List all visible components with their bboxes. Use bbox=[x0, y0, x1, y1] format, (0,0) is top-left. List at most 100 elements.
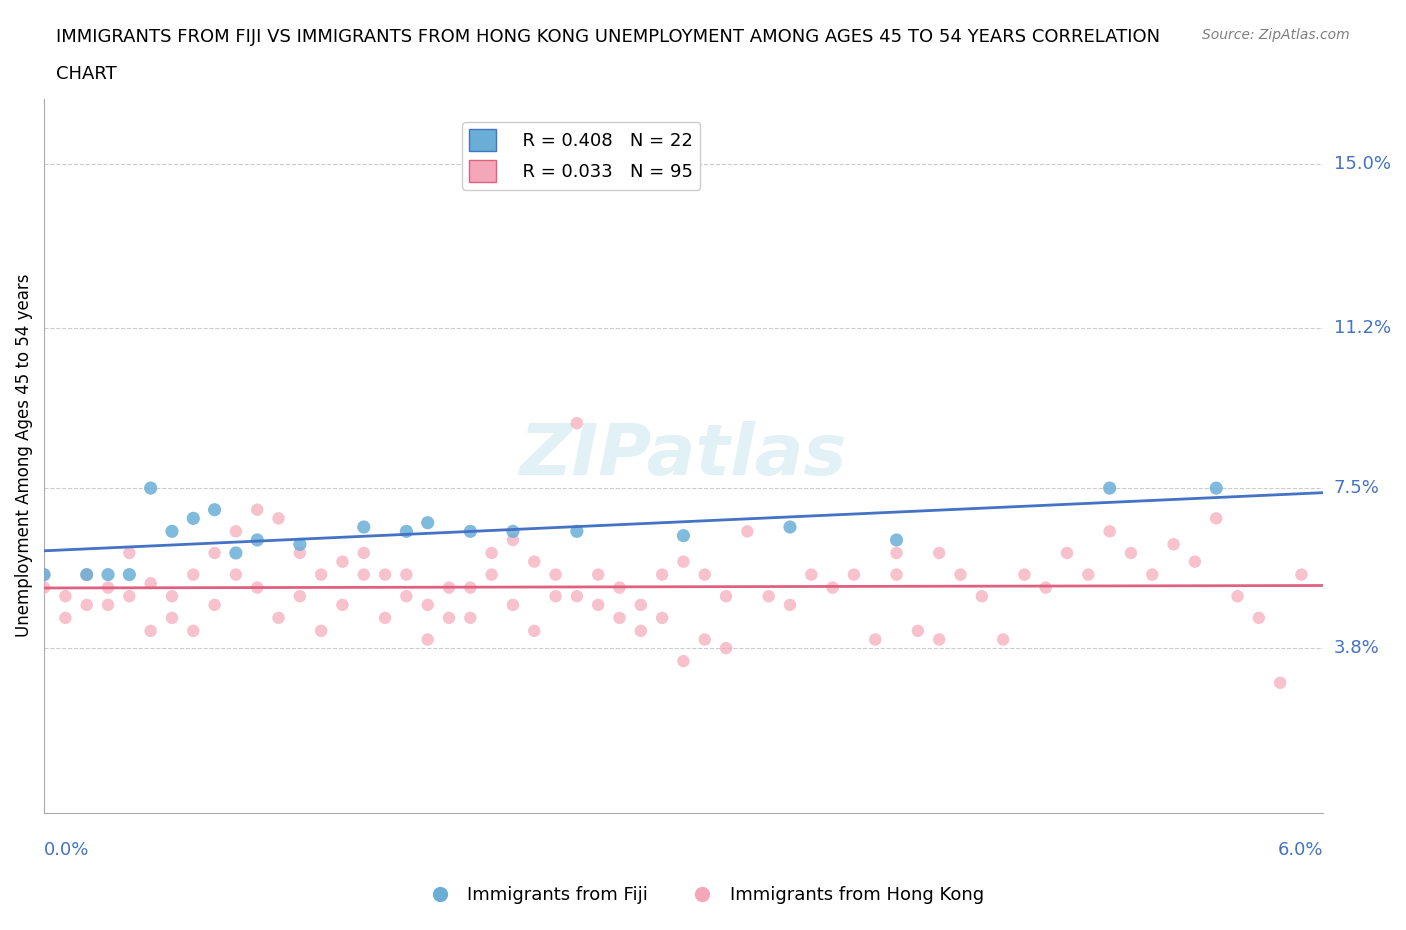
Point bbox=[502, 597, 524, 612]
Point bbox=[395, 589, 418, 604]
Point bbox=[32, 567, 55, 582]
Point bbox=[139, 481, 162, 496]
Text: Source: ZipAtlas.com: Source: ZipAtlas.com bbox=[1202, 28, 1350, 42]
Point bbox=[800, 567, 823, 582]
Point bbox=[991, 632, 1014, 647]
Point bbox=[460, 524, 482, 538]
Point bbox=[949, 567, 972, 582]
Point bbox=[460, 610, 482, 625]
Point bbox=[481, 567, 503, 582]
Point bbox=[76, 567, 98, 582]
Point bbox=[502, 533, 524, 548]
Point bbox=[630, 597, 652, 612]
Point bbox=[97, 580, 120, 595]
Point bbox=[1035, 580, 1057, 595]
Point bbox=[693, 567, 716, 582]
Text: 15.0%: 15.0% bbox=[1334, 154, 1391, 173]
Point bbox=[181, 511, 204, 525]
Point bbox=[1226, 589, 1249, 604]
Text: 0.0%: 0.0% bbox=[44, 841, 90, 859]
Point bbox=[1184, 554, 1206, 569]
Point bbox=[821, 580, 844, 595]
Point bbox=[1098, 481, 1121, 496]
Point bbox=[181, 567, 204, 582]
Point bbox=[672, 654, 695, 669]
Point bbox=[160, 610, 183, 625]
Point bbox=[160, 524, 183, 538]
Point bbox=[309, 567, 332, 582]
Legend: Immigrants from Fiji, Immigrants from Hong Kong: Immigrants from Fiji, Immigrants from Ho… bbox=[415, 879, 991, 911]
Point bbox=[118, 567, 141, 582]
Point bbox=[737, 524, 759, 538]
Point bbox=[630, 623, 652, 638]
Point bbox=[651, 610, 673, 625]
Point bbox=[565, 524, 588, 538]
Point bbox=[288, 546, 311, 561]
Point bbox=[865, 632, 887, 647]
Point bbox=[267, 511, 290, 525]
Point bbox=[609, 580, 631, 595]
Point bbox=[886, 533, 908, 548]
Point bbox=[204, 597, 226, 612]
Point bbox=[758, 589, 780, 604]
Point bbox=[118, 546, 141, 561]
Point bbox=[55, 610, 77, 625]
Point bbox=[1077, 567, 1099, 582]
Point bbox=[246, 580, 269, 595]
Point bbox=[395, 524, 418, 538]
Point bbox=[332, 597, 354, 612]
Text: CHART: CHART bbox=[56, 65, 117, 83]
Text: 7.5%: 7.5% bbox=[1334, 479, 1379, 497]
Point bbox=[672, 554, 695, 569]
Point bbox=[246, 502, 269, 517]
Point bbox=[204, 546, 226, 561]
Point bbox=[779, 597, 801, 612]
Text: IMMIGRANTS FROM FIJI VS IMMIGRANTS FROM HONG KONG UNEMPLOYMENT AMONG AGES 45 TO : IMMIGRANTS FROM FIJI VS IMMIGRANTS FROM … bbox=[56, 28, 1160, 46]
Point bbox=[416, 597, 439, 612]
Point bbox=[97, 567, 120, 582]
Point bbox=[1291, 567, 1313, 582]
Text: 3.8%: 3.8% bbox=[1334, 639, 1379, 658]
Point bbox=[672, 528, 695, 543]
Point bbox=[565, 416, 588, 431]
Point bbox=[76, 567, 98, 582]
Point bbox=[565, 589, 588, 604]
Point bbox=[928, 546, 950, 561]
Point bbox=[160, 589, 183, 604]
Point bbox=[76, 597, 98, 612]
Point bbox=[544, 567, 567, 582]
Point bbox=[609, 610, 631, 625]
Point bbox=[32, 567, 55, 582]
Point bbox=[246, 533, 269, 548]
Point bbox=[309, 623, 332, 638]
Point bbox=[374, 610, 396, 625]
Point bbox=[1205, 511, 1227, 525]
Point bbox=[523, 554, 546, 569]
Point bbox=[437, 580, 460, 595]
Y-axis label: Unemployment Among Ages 45 to 54 years: Unemployment Among Ages 45 to 54 years bbox=[15, 273, 32, 637]
Point bbox=[460, 580, 482, 595]
Point bbox=[544, 589, 567, 604]
Point bbox=[970, 589, 993, 604]
Point bbox=[886, 546, 908, 561]
Point bbox=[139, 576, 162, 591]
Point bbox=[714, 641, 737, 656]
Point bbox=[225, 546, 247, 561]
Point bbox=[502, 524, 524, 538]
Point bbox=[714, 589, 737, 604]
Point bbox=[97, 597, 120, 612]
Point bbox=[907, 623, 929, 638]
Point bbox=[288, 589, 311, 604]
Point bbox=[1247, 610, 1270, 625]
Point bbox=[225, 524, 247, 538]
Legend:   R = 0.408   N = 22,   R = 0.033   N = 95: R = 0.408 N = 22, R = 0.033 N = 95 bbox=[463, 122, 700, 190]
Point bbox=[586, 567, 609, 582]
Point bbox=[928, 632, 950, 647]
Text: 6.0%: 6.0% bbox=[1277, 841, 1323, 859]
Point bbox=[437, 610, 460, 625]
Point bbox=[523, 623, 546, 638]
Text: 11.2%: 11.2% bbox=[1334, 319, 1391, 337]
Point bbox=[267, 610, 290, 625]
Point bbox=[1119, 546, 1142, 561]
Point bbox=[842, 567, 865, 582]
